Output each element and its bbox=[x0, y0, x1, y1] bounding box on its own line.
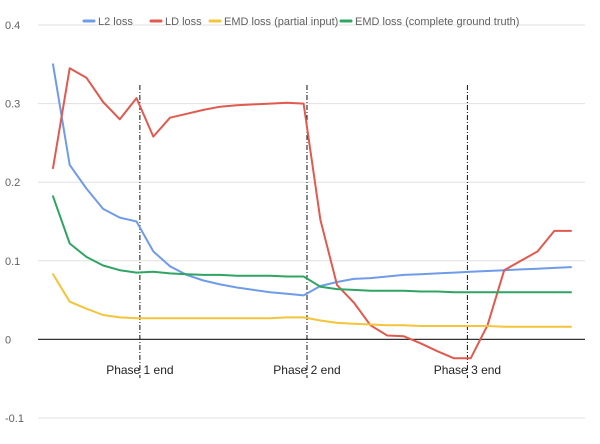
y-tick-label: 0.2 bbox=[5, 177, 20, 189]
series-lines bbox=[52, 63, 572, 360]
y-tick-label: 0.3 bbox=[5, 99, 20, 111]
legend-label: L2 loss bbox=[98, 16, 133, 28]
y-tick-label: 0.1 bbox=[5, 256, 20, 268]
y-axis-tick-labels: 0.4 0.3 0.2 0.1 0 -0.1 bbox=[5, 20, 24, 425]
series-line-2 bbox=[52, 67, 572, 360]
phase-end-label: Phase 1 end bbox=[106, 363, 173, 377]
y-tick-label: 0 bbox=[5, 334, 11, 346]
phase-end-label: Phase 2 end bbox=[273, 363, 340, 377]
phase-markers: Phase 1 end Phase 2 end Phase 3 end bbox=[106, 85, 501, 378]
legend-label: EMD loss (complete ground truth) bbox=[355, 16, 519, 28]
legend: L2 loss LD loss EMD loss (partial input) EM… bbox=[82, 16, 519, 28]
series-line-1 bbox=[52, 63, 572, 297]
legend-label: EMD loss (partial input) bbox=[224, 16, 338, 28]
series-line-4 bbox=[52, 195, 572, 294]
phase-end-label: Phase 3 end bbox=[434, 363, 501, 377]
series-line-3 bbox=[52, 273, 572, 328]
y-tick-label: 0.4 bbox=[5, 20, 20, 32]
grid-lines bbox=[38, 24, 585, 419]
y-tick-label: -0.1 bbox=[5, 413, 24, 425]
legend-label: LD loss bbox=[165, 16, 202, 28]
